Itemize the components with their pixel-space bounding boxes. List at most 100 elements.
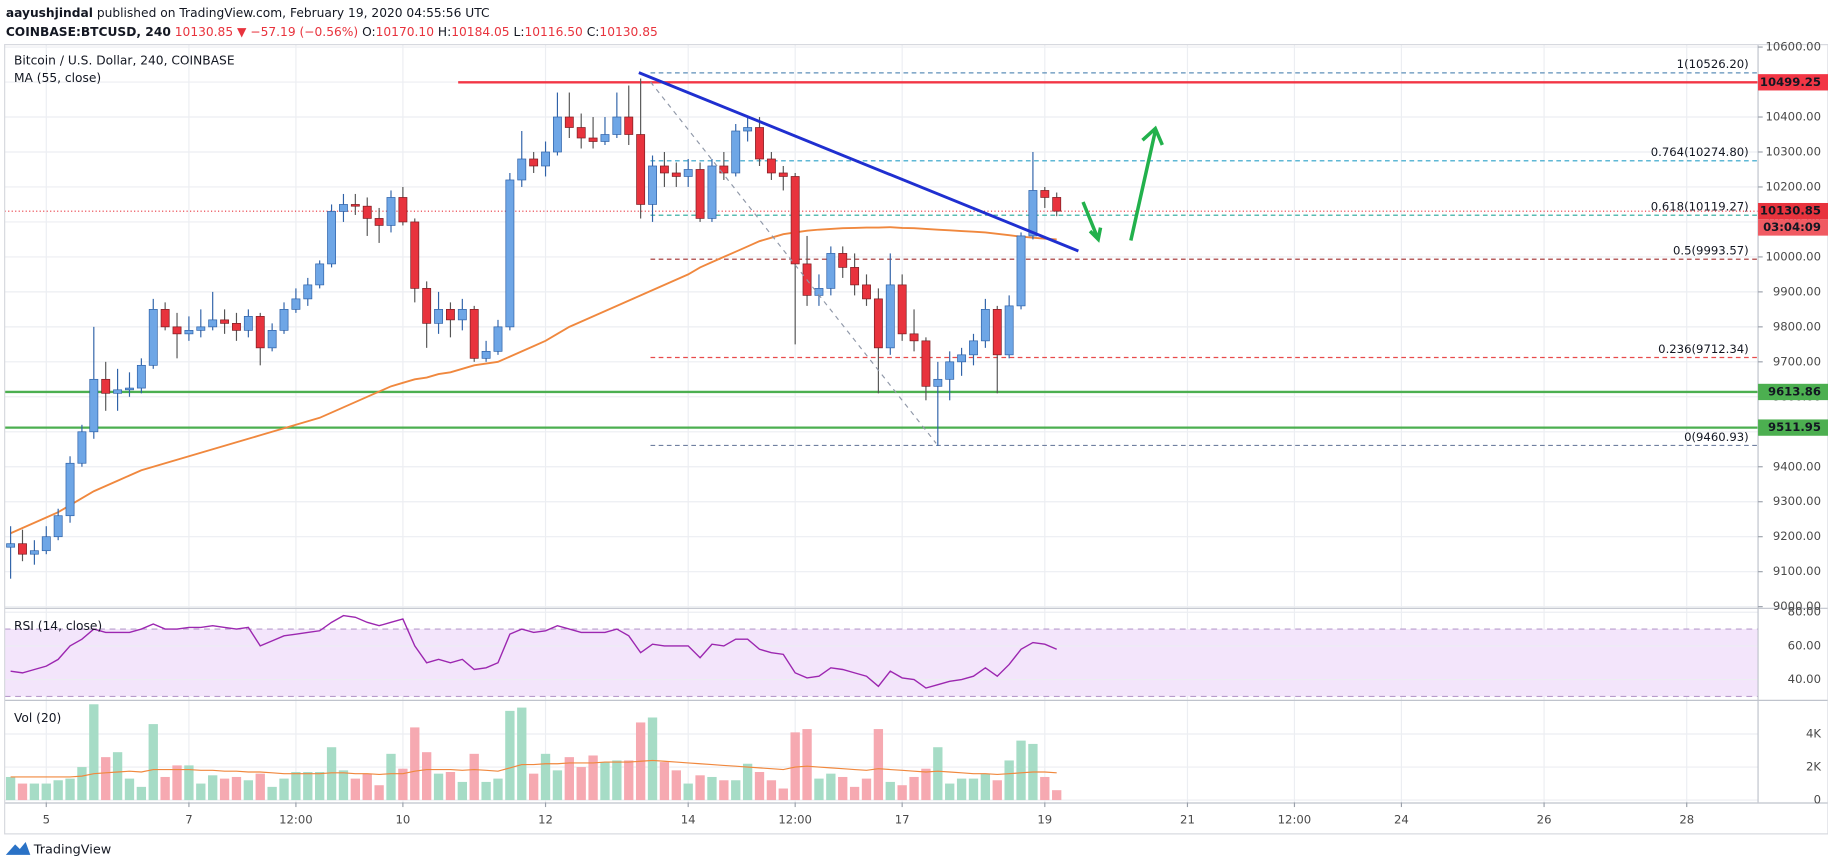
candle-body [624,116,634,135]
candle-body [125,387,134,391]
volume-bar [849,786,860,801]
rsi-tick-label: 60.00 [1788,638,1821,652]
candle-body [541,151,550,167]
candle-body [160,309,170,328]
candle-body [446,309,455,321]
candle-body [422,288,432,324]
ma-label: MA (55, close) [14,71,101,85]
volume-bar [659,762,670,801]
y-tick-label: 10600.00 [1765,40,1821,54]
candle-body [113,389,123,394]
volume-bar [65,778,75,801]
volume-bar [208,775,218,801]
ohlc-key: O: [362,24,376,38]
volume-bar [588,755,598,801]
volume-bar [350,778,361,801]
grid [4,44,1759,803]
candle-body [838,253,848,268]
candle-body [434,309,443,324]
candle-body [683,169,693,177]
candle-body [529,158,539,167]
candle-body [184,330,194,335]
volume-bar [1040,776,1050,801]
volume-bar [493,778,503,801]
level-badge-label: 10499.25 [1760,75,1821,89]
level-badge-label: 9511.95 [1768,420,1821,434]
candle-body [564,116,574,128]
volume-ma [10,759,1057,778]
volume-bar [77,767,87,801]
volume-bar [778,788,788,801]
candle-body [576,127,586,139]
candle-body [588,137,598,142]
x-tick-label: 28 [1679,812,1694,826]
candle-body [1016,235,1026,307]
candle-body [220,319,230,324]
volume-bar [612,760,622,801]
fib-label: 1(10526.20) [1677,57,1749,71]
volume-bar [481,781,491,801]
x-tick-label: 17 [895,812,910,826]
volume-bar [124,778,135,801]
volume-bar [1016,740,1026,801]
y-tick-label: 9000.00 [1773,599,1821,613]
x-tick-label: 12:00 [1278,812,1312,826]
candle-body [636,134,646,205]
volume-bar [267,786,277,801]
y-tick-label: 10300.00 [1765,144,1821,158]
volume-bar [600,762,610,801]
candle-body [707,165,717,219]
volume-bar [909,776,919,801]
arrow-up [1129,125,1164,241]
candle-body [208,319,218,328]
candle-body [53,515,63,538]
candle-body [350,204,360,207]
volume-tick-label: 2K [1806,760,1821,774]
volume-bar [802,729,812,801]
candle-body [469,309,479,359]
volume-bar [528,773,539,801]
candle-body [279,309,289,331]
candle-body [505,179,515,328]
volume-bar [89,704,99,801]
candle-body [612,116,622,135]
volume-tick-label: 4K [1806,727,1821,741]
candle-body [327,211,336,265]
y-tick-label: 9800.00 [1773,319,1821,333]
volume-bar [742,763,753,801]
volume-bar [374,785,384,801]
volume-bar [422,752,432,801]
ohlc-value: 10170.10 [376,24,434,38]
volume-bar [362,773,372,801]
candle-body [77,431,87,464]
candle-body [778,172,788,177]
volume-bar [921,768,931,801]
candle-body [909,333,919,342]
volume-bar [992,780,1002,801]
rsi-tick-label: 40.00 [1788,672,1821,686]
candle-body [303,284,313,300]
candle-body [957,354,967,363]
candle-body [992,309,1002,356]
volume-bar [29,783,40,801]
x-tick-label: 21 [1180,812,1195,826]
y-tick-label: 9200.00 [1773,529,1821,543]
logo [5,842,31,855]
y-tick-label: 9300.00 [1773,494,1821,508]
volume-bar [386,753,396,801]
candle-body [969,340,978,356]
volume-bar [315,772,325,801]
candle-body [850,267,860,286]
candle-body [18,543,27,555]
volume-bar [873,729,884,801]
volume-bar [540,753,551,801]
candle-body [386,197,396,226]
fib-label: 0(9460.93) [1684,430,1749,444]
volume-bar [707,776,717,801]
candle-body [196,326,206,331]
ohlc-key: H: [438,24,451,38]
x-tick-label: 5 [43,812,50,826]
level-badge-label: 9613.86 [1768,384,1821,398]
candle-body [885,284,895,349]
